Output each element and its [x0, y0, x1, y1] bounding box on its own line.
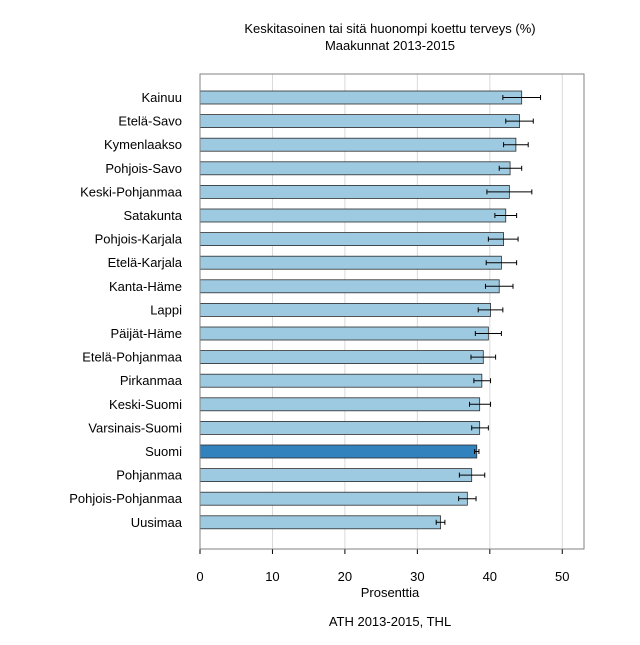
category-label: Satakunta: [123, 208, 182, 223]
chart-subtitle: Maakunnat 2013-2015: [325, 38, 455, 53]
x-tick-label: 50: [555, 569, 569, 584]
bar-Lappi: [199, 302, 491, 317]
source-note: ATH 2013-2015, THL: [329, 614, 451, 629]
x-tick-label: 0: [196, 569, 203, 584]
x-tick-label: 40: [483, 569, 497, 584]
category-label: Kanta-Häme: [109, 279, 182, 294]
bar-Etelä-Karjala: [199, 255, 502, 270]
category-label: Lappi: [150, 302, 182, 317]
error-bars: [435, 95, 542, 525]
category-label: Suomi: [145, 444, 182, 459]
bar-Satakunta: [199, 208, 507, 223]
bar-Keski-Suomi: [199, 397, 481, 412]
category-label: Kymenlaakso: [104, 137, 182, 152]
category-label: Pohjois-Karjala: [95, 232, 183, 247]
bar-Etelä-Savo: [199, 114, 520, 128]
bar-Pohjanmaa: [199, 468, 473, 483]
bar-Kymenlaakso: [199, 137, 517, 152]
bar-Etelä-Pohjanmaa: [199, 350, 484, 365]
bar-Keski-Pohjanmaa: [199, 184, 510, 199]
category-label: Pirkanmaa: [120, 373, 183, 388]
category-label: Pohjanmaa: [116, 468, 183, 483]
bar-Pohjois-Savo: [199, 161, 511, 176]
bar-Päijät-Häme: [199, 326, 489, 341]
category-label: Kainuu: [142, 90, 182, 105]
category-label: Päijät-Häme: [110, 326, 182, 341]
bar-Uusimaa: [199, 515, 441, 530]
plot-frame: [199, 73, 585, 550]
bar-Kanta-Häme: [199, 279, 500, 294]
bars: [199, 90, 523, 530]
category-label: Keski-Suomi: [109, 397, 182, 412]
x-axis-title: Prosenttia: [361, 585, 420, 600]
chart-title: Keskitasoinen tai sitä huonompi koettu t…: [244, 21, 535, 36]
category-label: Uusimaa: [131, 515, 183, 530]
bar-Pirkanmaa: [199, 373, 483, 388]
bar-Suomi: [199, 444, 478, 459]
bar-Pohjois-Karjala: [199, 232, 504, 247]
category-labels: Kainuu Etelä-Savo Kymenlaakso Pohjois-Savo K…: [69, 90, 183, 530]
category-label: Etelä-Pohjanmaa: [82, 350, 182, 365]
category-label: Pohjois-Pohjanmaa: [69, 491, 183, 506]
bar-Pohjois-Pohjanmaa: [199, 491, 468, 506]
x-tick-label: 10: [265, 569, 279, 584]
bar-Kainuu: [199, 90, 523, 105]
x-tick-label: 20: [338, 569, 352, 584]
bar-Varsinais-Suomi: [199, 420, 481, 435]
x-tick-label: 30: [410, 569, 424, 584]
category-label: Pohjois-Savo: [105, 161, 182, 176]
x-axis-ticks: 0 10 20 30 40 50: [196, 549, 569, 584]
category-label: Etelä-Savo: [118, 114, 182, 129]
category-label: Keski-Pohjanmaa: [80, 184, 183, 199]
category-label: Etelä-Karjala: [108, 255, 183, 270]
category-label: Varsinais-Suomi: [88, 420, 182, 435]
